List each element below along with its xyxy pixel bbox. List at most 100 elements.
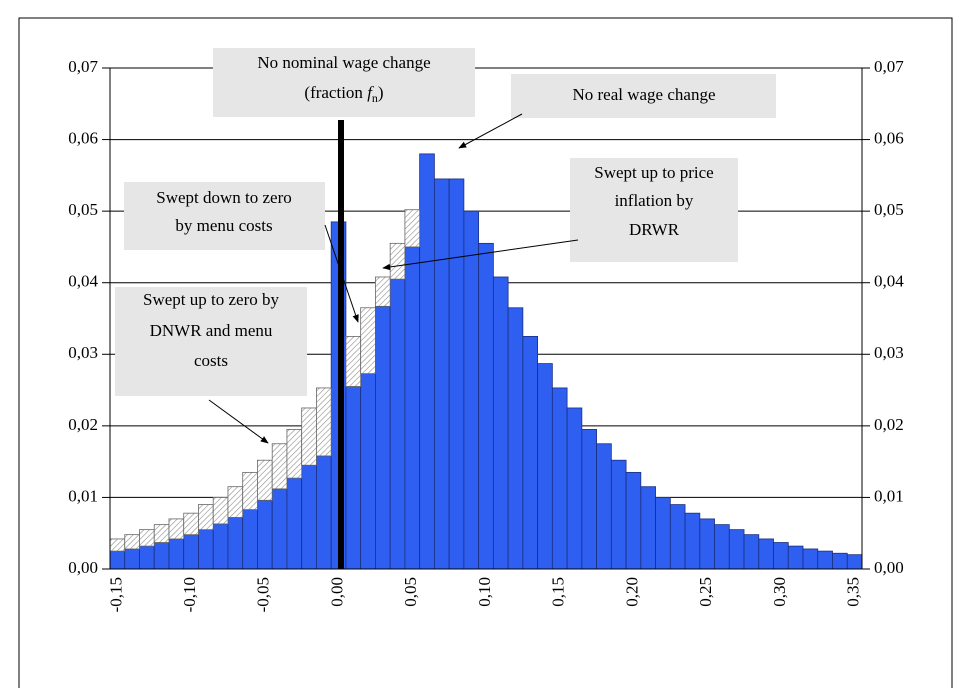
arrow (324, 224, 359, 323)
annotation-text: DRWR (629, 220, 680, 239)
bar (153, 542, 170, 570)
x-tick-label: 0,15 (549, 577, 568, 607)
bar (551, 387, 568, 570)
bar (743, 534, 760, 570)
arrow (382, 239, 579, 271)
y2-tick-label: 0,06 (874, 128, 904, 147)
bar (478, 242, 494, 570)
bar (463, 210, 480, 570)
y2-tick-label: 0,00 (874, 558, 904, 577)
bar (301, 464, 317, 570)
bar (242, 509, 258, 570)
bar-hatched (389, 242, 406, 280)
y-tick-label: 0,01 (68, 486, 98, 505)
y2-tick-label: 0,02 (874, 415, 904, 434)
annotation-text: ) (378, 83, 384, 102)
x-tick-label: 0,35 (844, 577, 863, 607)
bar-hatched (212, 497, 229, 525)
bar-hatched (124, 534, 140, 550)
x-tick-label: 0,30 (770, 577, 789, 607)
annotations: No nominal wage change (fraction fn) No … (115, 48, 776, 444)
x-tick-label: -0,15 (106, 577, 125, 612)
y-tick-label: 0,02 (68, 415, 98, 434)
bar (581, 429, 597, 570)
y2-tick-label: 0,04 (874, 272, 904, 291)
annotation-text: f (367, 83, 374, 102)
arrow (208, 399, 269, 444)
y-tick-label: 0,00 (68, 558, 98, 577)
bar (404, 246, 421, 570)
y2-tick-label: 0,07 (874, 57, 904, 76)
bar (714, 524, 730, 570)
bar (257, 499, 273, 570)
arrow (458, 113, 523, 149)
bar (183, 534, 199, 570)
x-tick-label: 0,20 (622, 577, 641, 607)
annotation-box (115, 287, 307, 396)
bar (832, 552, 848, 570)
bar (419, 153, 435, 570)
bar (271, 488, 288, 570)
x-tick-label: -0,10 (180, 577, 199, 612)
bar (846, 554, 863, 570)
x-tick-label: 0,10 (475, 577, 494, 607)
y-tick-label: 0,03 (68, 343, 98, 362)
annotation-box (213, 48, 475, 117)
x-tick-label: 0,00 (327, 577, 346, 607)
bar (817, 550, 833, 570)
bar (802, 548, 819, 570)
bar (728, 529, 745, 570)
bar-hatched (168, 518, 185, 540)
bar-hatched (109, 538, 126, 552)
bar (684, 512, 701, 570)
bar (758, 538, 774, 570)
bar (360, 373, 376, 570)
annotation-box (511, 74, 776, 118)
bar (286, 477, 303, 570)
annotation-box (570, 158, 738, 262)
plot-area: 0,00 0,01 0,02 0,03 0,04 0,05 0,06 0,07 0,00 0,01… (68, 57, 904, 613)
bar-hatched (227, 486, 244, 518)
bar (124, 548, 140, 570)
x-tick-label: -0,05 (254, 577, 273, 612)
y-tick-label: 0,07 (68, 57, 98, 76)
bar (507, 307, 524, 570)
y-tick-label: 0,05 (68, 200, 98, 219)
annotation-text: by menu costs (175, 216, 272, 235)
bar (168, 538, 185, 570)
bar (345, 386, 362, 570)
bar-hatched (360, 307, 376, 375)
annotation-text: Swept up to zero by (143, 290, 279, 309)
annotation-text: costs (194, 351, 228, 370)
bar (139, 545, 155, 570)
bar (375, 305, 391, 570)
bar (109, 550, 126, 570)
bar-hatched (404, 209, 421, 248)
bar-hatched (257, 459, 273, 501)
bar-hatched (242, 471, 258, 510)
bar (640, 486, 656, 570)
bar-hatched (153, 524, 170, 543)
annotation-box (124, 182, 325, 250)
bar (669, 504, 686, 570)
bar (448, 178, 465, 570)
bar (787, 545, 804, 570)
y-tick-label: 0,06 (68, 128, 98, 147)
bar-hatched (375, 276, 391, 307)
x-tick-label: 0,05 (401, 577, 420, 607)
bar (492, 276, 509, 570)
bar (212, 523, 229, 570)
annotation-text: No nominal wage change (257, 53, 430, 72)
bar-hatched (139, 529, 155, 547)
y-tick-label: 0,04 (68, 272, 98, 291)
bar (566, 407, 583, 570)
bar-hatched (198, 504, 214, 531)
bar (198, 529, 214, 570)
bar-hatched (301, 407, 317, 466)
annotation-text: Swept down to zero (156, 188, 292, 207)
y2-tick-label: 0,05 (874, 200, 904, 219)
annotation-text: No real wage change (572, 85, 715, 104)
bar-hatched (183, 512, 199, 536)
annotation-text: DNWR and menu (150, 321, 273, 340)
